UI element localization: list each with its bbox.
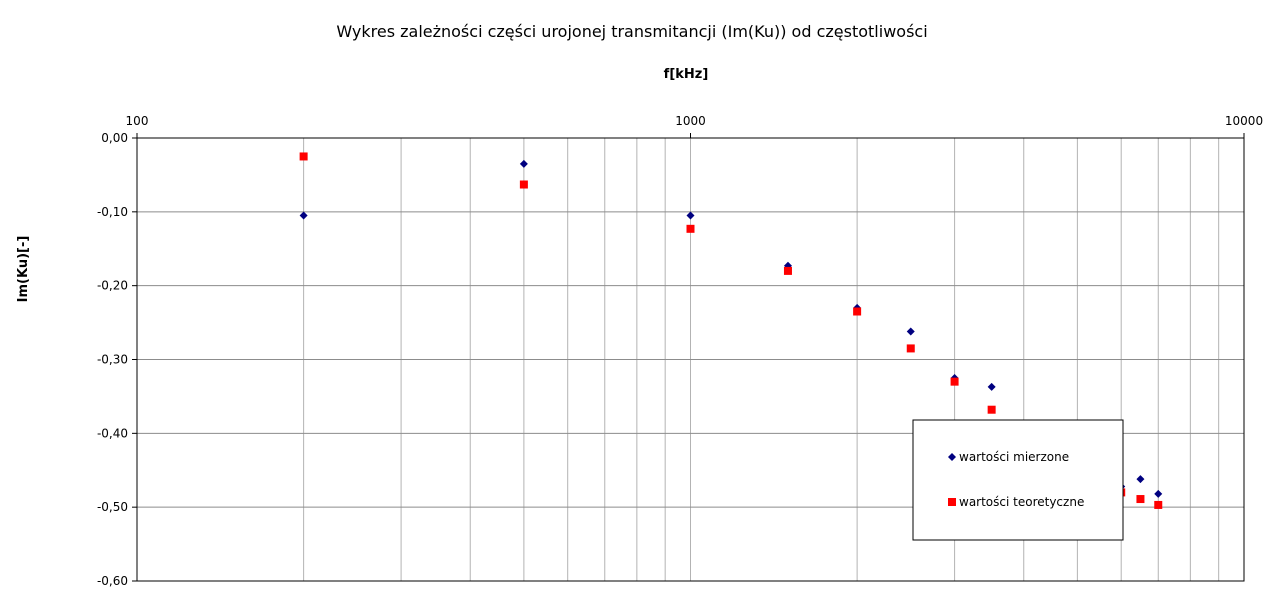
point-teoretyczne bbox=[987, 405, 996, 414]
legend-marker bbox=[948, 498, 956, 506]
point-mierzone bbox=[519, 159, 528, 168]
y-tick-label: -0,30 bbox=[97, 353, 128, 367]
legend-marker bbox=[948, 453, 956, 461]
legend-label: wartości mierzone bbox=[959, 450, 1069, 464]
x-tick-label: 100 bbox=[126, 114, 149, 128]
y-tick-label: -0,20 bbox=[97, 279, 128, 293]
point-mierzone bbox=[906, 327, 915, 336]
y-tick-label: -0,40 bbox=[97, 426, 128, 440]
y-tick-label: 0,00 bbox=[101, 131, 128, 145]
legend: wartości mierzone wartości teoretyczne bbox=[912, 419, 1124, 541]
point-teoretyczne bbox=[950, 377, 959, 386]
point-teoretyczne bbox=[686, 224, 695, 233]
point-teoretyczne bbox=[783, 266, 792, 275]
point-mierzone bbox=[1154, 489, 1163, 498]
legend-box bbox=[912, 419, 1124, 541]
y-tick-label: -0,60 bbox=[97, 574, 128, 588]
x-axis-label: f[kHz] bbox=[664, 67, 709, 82]
legend-label: wartości teoretyczne bbox=[959, 495, 1084, 509]
y-axis-label: Im(Ku)[-] bbox=[16, 236, 31, 303]
point-mierzone bbox=[686, 211, 695, 220]
point-mierzone bbox=[987, 382, 996, 391]
y-tick-label: -0,50 bbox=[97, 500, 128, 514]
point-teoretyczne bbox=[519, 180, 528, 189]
point-mierzone bbox=[1136, 475, 1145, 484]
point-teoretyczne bbox=[299, 152, 308, 161]
point-teoretyczne bbox=[1136, 495, 1145, 504]
point-mierzone bbox=[299, 211, 308, 220]
x-tick-label: 10000 bbox=[1225, 114, 1263, 128]
point-teoretyczne bbox=[906, 344, 915, 353]
point-teoretyczne bbox=[1154, 500, 1163, 509]
tick-labels: 100 1000 10000 0,00 -0,10 -0,20 -0,30 -0,40 -0,5… bbox=[97, 114, 1263, 588]
x-tick-label: 1000 bbox=[675, 114, 706, 128]
y-tick-label: -0,10 bbox=[97, 205, 128, 219]
chart-title: Wykres zależności części urojonej transm… bbox=[336, 22, 927, 41]
point-teoretyczne bbox=[853, 307, 862, 316]
